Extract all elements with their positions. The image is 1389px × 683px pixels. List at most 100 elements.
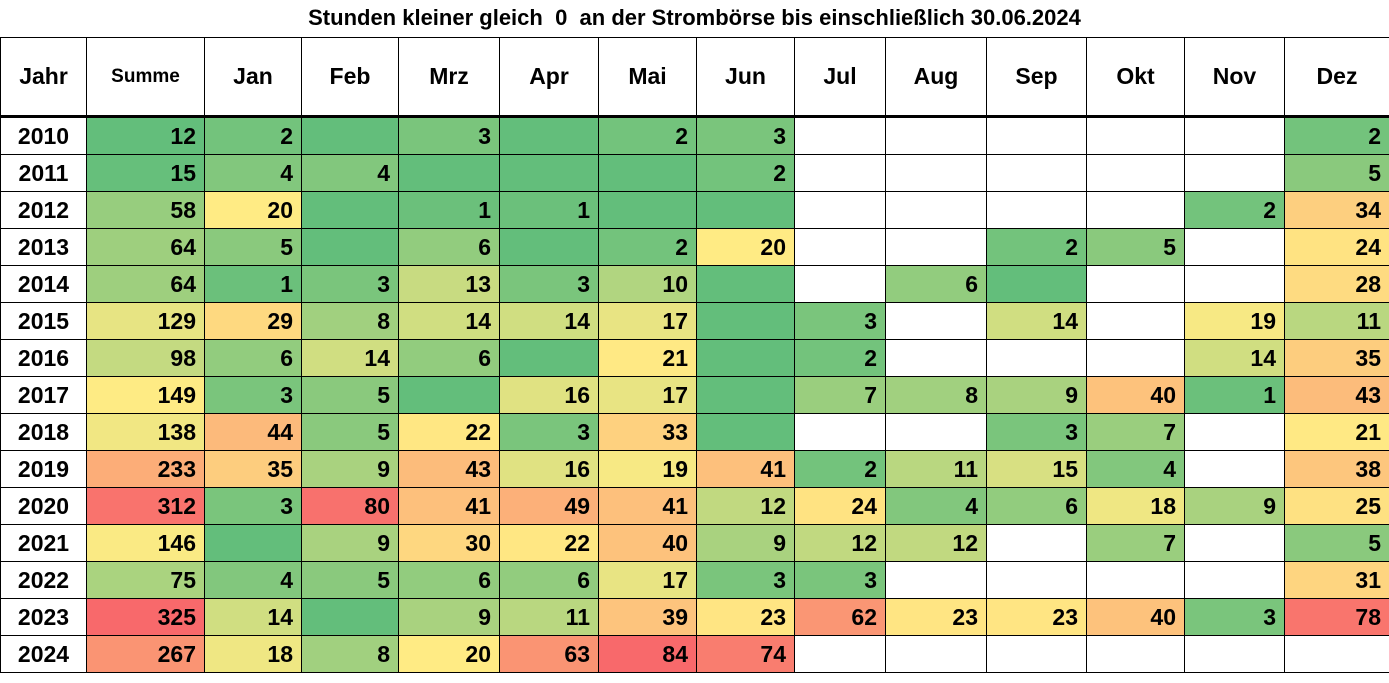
month-cell: 11 [1284, 302, 1389, 340]
month-cell: 2 [1284, 116, 1389, 155]
month-cell: 9 [398, 598, 500, 636]
month-cell [696, 265, 795, 303]
month-cell [794, 635, 886, 673]
column-header-okt: Okt [1086, 37, 1185, 118]
sum-cell: 75 [86, 561, 205, 599]
month-cell [499, 154, 599, 192]
year-cell: 2022 [0, 561, 87, 599]
month-cell: 1 [499, 191, 599, 229]
month-cell [885, 561, 987, 599]
year-cell: 2023 [0, 598, 87, 636]
year-cell: 2021 [0, 524, 87, 562]
month-cell: 14 [1184, 339, 1285, 377]
month-cell [1184, 413, 1285, 451]
month-cell: 80 [301, 487, 399, 525]
month-cell [986, 524, 1087, 562]
month-cell: 14 [499, 302, 599, 340]
month-cell: 1 [1184, 376, 1285, 414]
month-cell [885, 191, 987, 229]
month-cell: 4 [204, 561, 302, 599]
month-cell: 3 [301, 265, 399, 303]
month-cell [794, 265, 886, 303]
year-cell: 2017 [0, 376, 87, 414]
column-header-dez: Dez [1284, 37, 1389, 118]
month-cell [986, 265, 1087, 303]
month-cell: 6 [885, 265, 987, 303]
month-cell [301, 191, 399, 229]
month-cell: 17 [598, 302, 697, 340]
month-cell: 9 [986, 376, 1087, 414]
table-row: 2011 15 4 4 2 5 [0, 154, 1389, 192]
month-cell [499, 339, 599, 377]
month-cell [1184, 265, 1285, 303]
month-cell: 3 [696, 116, 795, 155]
table-row: 2010 12 2 3 2 3 2 [0, 116, 1389, 155]
month-cell: 22 [499, 524, 599, 562]
month-cell: 11 [885, 450, 987, 488]
month-cell: 21 [598, 339, 697, 377]
column-header-sep: Sep [986, 37, 1087, 118]
month-cell: 5 [1284, 524, 1389, 562]
month-cell [696, 376, 795, 414]
month-cell [794, 116, 886, 155]
month-cell: 14 [986, 302, 1087, 340]
month-cell [1086, 302, 1185, 340]
month-cell: 4 [301, 154, 399, 192]
month-cell: 3 [204, 487, 302, 525]
sum-cell: 267 [86, 635, 205, 673]
month-cell: 20 [204, 191, 302, 229]
month-cell: 3 [696, 561, 795, 599]
month-cell [1184, 154, 1285, 192]
month-cell [1184, 116, 1285, 155]
month-cell: 7 [794, 376, 886, 414]
month-cell: 6 [398, 561, 500, 599]
month-cell: 40 [1086, 598, 1185, 636]
month-cell: 3 [794, 561, 886, 599]
table-row: 2013 64 5 6 2 20 2 5 24 [0, 228, 1389, 266]
month-cell [1086, 154, 1185, 192]
month-cell: 31 [1284, 561, 1389, 599]
month-cell: 9 [696, 524, 795, 562]
month-cell [1086, 635, 1185, 673]
column-header-jan: Jan [204, 37, 302, 118]
month-cell: 5 [1284, 154, 1389, 192]
month-cell: 30 [398, 524, 500, 562]
month-cell [1184, 524, 1285, 562]
month-cell: 21 [1284, 413, 1389, 451]
month-cell: 2 [598, 116, 697, 155]
sum-cell: 138 [86, 413, 205, 451]
month-cell [986, 635, 1087, 673]
month-cell [499, 228, 599, 266]
month-cell [301, 116, 399, 155]
column-header-year: Jahr [0, 37, 87, 118]
month-cell: 34 [1284, 191, 1389, 229]
month-cell [885, 154, 987, 192]
table-row: 2015 129 29 8 14 14 17 3 14 19 11 [0, 302, 1389, 340]
month-cell: 3 [204, 376, 302, 414]
month-cell: 5 [301, 376, 399, 414]
month-cell: 13 [398, 265, 500, 303]
table-row: 2012 58 20 1 1 2 34 [0, 191, 1389, 229]
month-cell [598, 191, 697, 229]
month-cell: 44 [204, 413, 302, 451]
month-cell [986, 154, 1087, 192]
month-cell: 1 [204, 265, 302, 303]
month-cell: 6 [204, 339, 302, 377]
month-cell: 6 [398, 339, 500, 377]
sum-cell: 98 [86, 339, 205, 377]
month-cell: 5 [1086, 228, 1185, 266]
year-cell: 2019 [0, 450, 87, 488]
month-cell: 41 [398, 487, 500, 525]
month-cell [885, 635, 987, 673]
month-cell: 62 [794, 598, 886, 636]
month-cell: 25 [1284, 487, 1389, 525]
month-cell: 78 [1284, 598, 1389, 636]
header-row: Jahr Summe Jan Feb Mrz Apr Mai Jun Jul A… [0, 37, 1389, 118]
month-cell: 8 [885, 376, 987, 414]
month-cell: 3 [1184, 598, 1285, 636]
month-cell: 33 [598, 413, 697, 451]
month-cell: 74 [696, 635, 795, 673]
year-cell: 2024 [0, 635, 87, 673]
month-cell: 39 [598, 598, 697, 636]
table-row: 2023 325 14 9 11 39 23 62 23 23 40 3 78 [0, 598, 1389, 636]
